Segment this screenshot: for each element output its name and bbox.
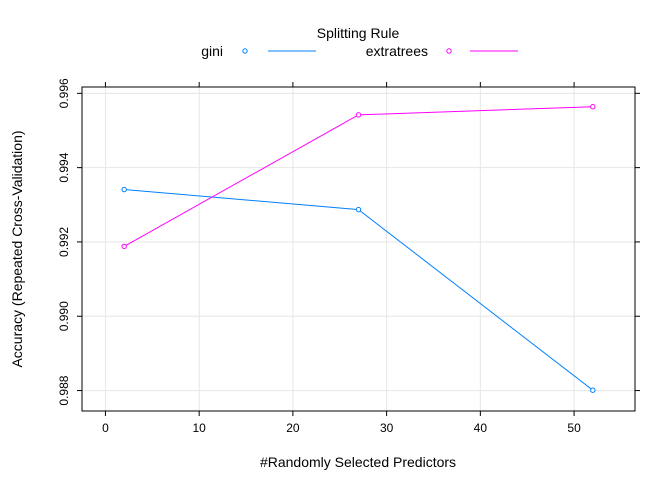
- legend-marker-gini: [242, 48, 248, 54]
- x-axis-title: #Randomly Selected Predictors: [260, 454, 456, 470]
- legend: Splitting Rule gini extratrees: [201, 25, 518, 59]
- y-tick-label: 0.990: [57, 301, 71, 331]
- data-point-gini: [121, 186, 127, 193]
- y-axis-title: Accuracy (Repeated Cross-Validation): [9, 130, 25, 367]
- series-line-gini: [124, 189, 594, 391]
- data-point-gini: [355, 206, 362, 213]
- y-tick-label: 0.996: [57, 78, 71, 108]
- y-tick-label: 0.992: [57, 227, 71, 257]
- legend-label-gini: gini: [201, 43, 223, 59]
- x-tick-label: 0: [102, 421, 109, 435]
- x-tick-label: 20: [286, 421, 300, 435]
- series-layer: [121, 103, 596, 393]
- series-line-extratrees: [123, 106, 593, 247]
- axes: 0 10 20 30 40 50 0.988 0.990 0.992 0.994 0.996: [57, 78, 640, 435]
- x-tick-label: 10: [192, 421, 206, 435]
- x-tick-label: 50: [567, 421, 581, 435]
- legend-label-extratrees: extratrees: [366, 43, 428, 59]
- y-tick-label: 0.988: [57, 375, 71, 405]
- plot-area: 0 10 20 30 40 50 0.988 0.990 0.992 0.994 0.996: [57, 78, 640, 435]
- data-point-gini: [590, 387, 596, 393]
- legend-title: Splitting Rule: [317, 25, 400, 41]
- x-tick-label: 40: [474, 421, 488, 435]
- data-point-extratrees: [121, 243, 127, 250]
- data-point-extratrees: [355, 112, 362, 118]
- legend-key-extratrees: [446, 48, 518, 54]
- y-tick-label: 0.994: [57, 152, 71, 182]
- x-tick-label: 30: [380, 421, 394, 435]
- data-point-extratrees: [590, 103, 596, 110]
- gridlines: [82, 87, 635, 411]
- legend-marker-extratrees: [446, 48, 452, 54]
- legend-key-gini: [242, 48, 316, 54]
- plot-frame: [81, 86, 636, 412]
